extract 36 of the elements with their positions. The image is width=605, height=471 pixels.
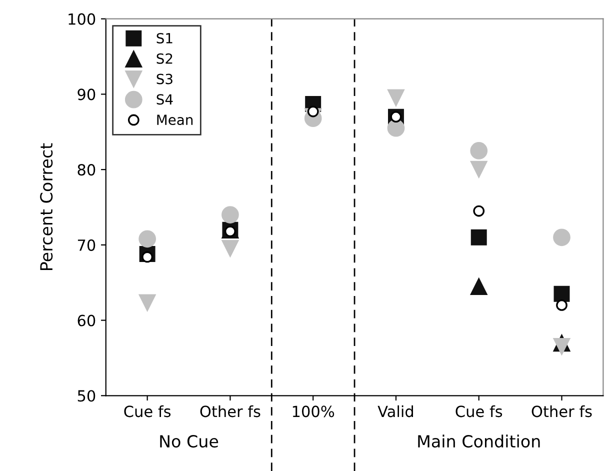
point [473, 205, 485, 217]
legend-label: S1 [156, 32, 172, 44]
point [470, 142, 488, 160]
point [387, 89, 405, 107]
point [138, 230, 156, 248]
y-tick-label: 60 [78, 314, 96, 326]
x-tick-label: 100% [292, 406, 334, 418]
x-tick-label: Other fs [200, 405, 260, 418]
legend-label: S2 [156, 53, 172, 64]
x-tick-label: Other fs [532, 405, 592, 418]
x-tick-label: Cue fs [124, 405, 171, 418]
y-tick-label: 70 [78, 239, 96, 251]
x-tick-label: Cue fs [456, 405, 502, 418]
point [307, 106, 319, 118]
point [470, 278, 488, 296]
y-axis-title: Percent Correct [40, 143, 53, 270]
legend-label: Mean [157, 114, 193, 126]
text: Main Condition [418, 434, 540, 448]
y-tick-label: 80 [78, 164, 96, 176]
point [553, 338, 570, 356]
point [470, 229, 487, 246]
point [470, 160, 488, 178]
y-tick-label: 90 [78, 88, 96, 100]
point [556, 300, 568, 311]
y-tick-label: 50 [78, 390, 96, 402]
point [222, 240, 239, 258]
point [553, 228, 570, 246]
point [387, 119, 405, 137]
y-tick-label: 100 [68, 13, 96, 25]
text: No Cue [160, 434, 218, 448]
legend-label: S4 [156, 94, 173, 105]
point [554, 286, 570, 302]
x-tick-label: Valid [378, 405, 413, 418]
legend-label: S3 [156, 74, 172, 84]
point [222, 206, 239, 224]
point [138, 294, 156, 312]
